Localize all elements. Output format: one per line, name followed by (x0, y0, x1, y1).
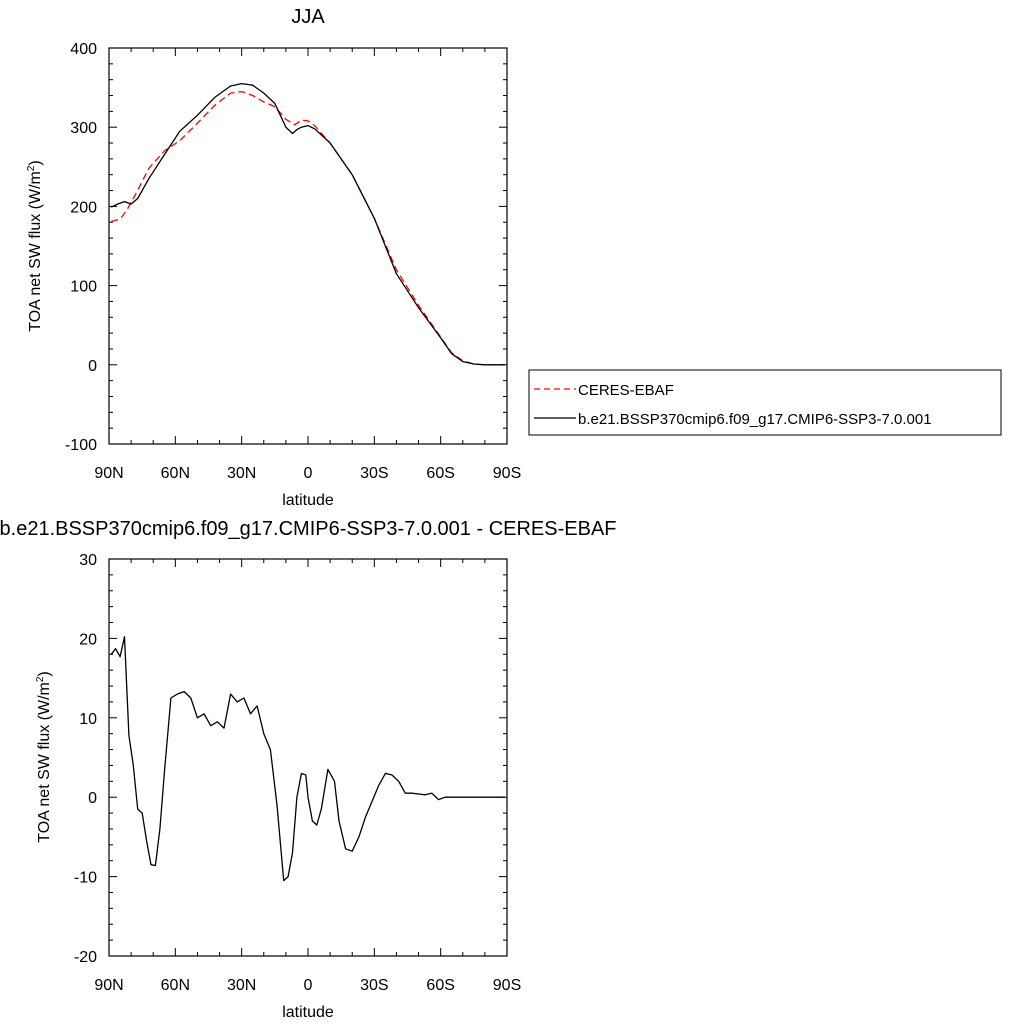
x-tick-label: 60S (426, 977, 454, 994)
x-tick-label: 90N (94, 977, 123, 994)
bottom-chart-ticks: 30 20 10 0 -10 -20 90N 60N 30N 0 30S 60S 90S (74, 552, 521, 994)
y-tick-label: 0 (88, 790, 97, 807)
top-chart-ylabel-text: TOA net SW flux (W/m (27, 171, 44, 332)
top-chart-ticks: 400 300 200 100 0 -100 90N 60N 30N 0 30S 60S 90S (65, 41, 521, 482)
x-tick-label: 0 (304, 977, 313, 994)
bottom-chart-xlabel: latitude (282, 1004, 334, 1021)
bottom-chart-series (110, 636, 505, 882)
y-tick-label: -100 (65, 437, 97, 454)
y-tick-label: 100 (70, 279, 97, 296)
legend-box (528, 369, 1002, 436)
x-tick-label: 60N (161, 977, 190, 994)
x-tick-label: 30S (360, 977, 388, 994)
bottom-chart-frame (108, 558, 508, 957)
x-tick-label: 60N (161, 465, 190, 482)
series-line-ceres-ebaf (111, 90, 505, 366)
x-tick-label: 90S (493, 977, 521, 994)
top-chart-frame (108, 47, 508, 445)
x-tick-label: 30N (227, 977, 256, 994)
bottom-chart-ylabel-text: TOA net SW flux (W/m (36, 682, 53, 843)
top-chart-ylabel-close: ) (27, 160, 44, 165)
top-chart-xlabel: latitude (282, 492, 334, 509)
top-chart-legend: CERES-EBAF b.e21.BSSP370cmip6.f09_g17.CM… (528, 369, 1002, 436)
legend-label-ceres: CERES-EBAF (578, 382, 674, 399)
y-tick-label: 300 (70, 120, 97, 137)
top-chart-ylabel-sup: 2 (26, 165, 37, 171)
x-tick-label: 90S (493, 465, 521, 482)
y-tick-label: -10 (74, 870, 97, 887)
bottom-chart: b.e21.BSSP370cmip6.f09_g17.CMIP6-SSP3-7.… (0, 518, 616, 1021)
bottom-chart-title: b.e21.BSSP370cmip6.f09_g17.CMIP6-SSP3-7.… (0, 518, 616, 540)
x-tick-label: 0 (304, 465, 313, 482)
top-chart-series (110, 82, 505, 366)
series-line-model (110, 82, 505, 366)
y-tick-label: 200 (70, 199, 97, 216)
top-chart: JJA 400 300 200 100 0 -100 90N 60N 30N 0 30S 60S 90S… (26, 6, 1002, 509)
x-tick-label: 30S (360, 465, 388, 482)
legend-label-model: b.e21.BSSP370cmip6.f09_g17.CMIP6-SSP3-7.… (578, 411, 932, 428)
y-tick-label: 0 (88, 358, 97, 375)
top-chart-title: JJA (291, 6, 325, 28)
y-tick-label: 400 (70, 41, 97, 58)
y-tick-label: 10 (79, 711, 97, 728)
y-tick-label: 30 (79, 552, 97, 569)
x-tick-label: 60S (426, 465, 454, 482)
series-line-difference (110, 636, 505, 882)
x-tick-label: 90N (94, 465, 123, 482)
bottom-chart-ylabel-close: ) (36, 671, 53, 676)
top-chart-ylabel: TOA net SW flux (W/m2) (26, 160, 44, 332)
bottom-chart-ylabel: TOA net SW flux (W/m2) (35, 671, 53, 843)
bottom-chart-ylabel-sup: 2 (35, 676, 46, 682)
y-tick-label: 20 (79, 631, 97, 648)
y-tick-label: -20 (74, 949, 97, 966)
x-tick-label: 30N (227, 465, 256, 482)
